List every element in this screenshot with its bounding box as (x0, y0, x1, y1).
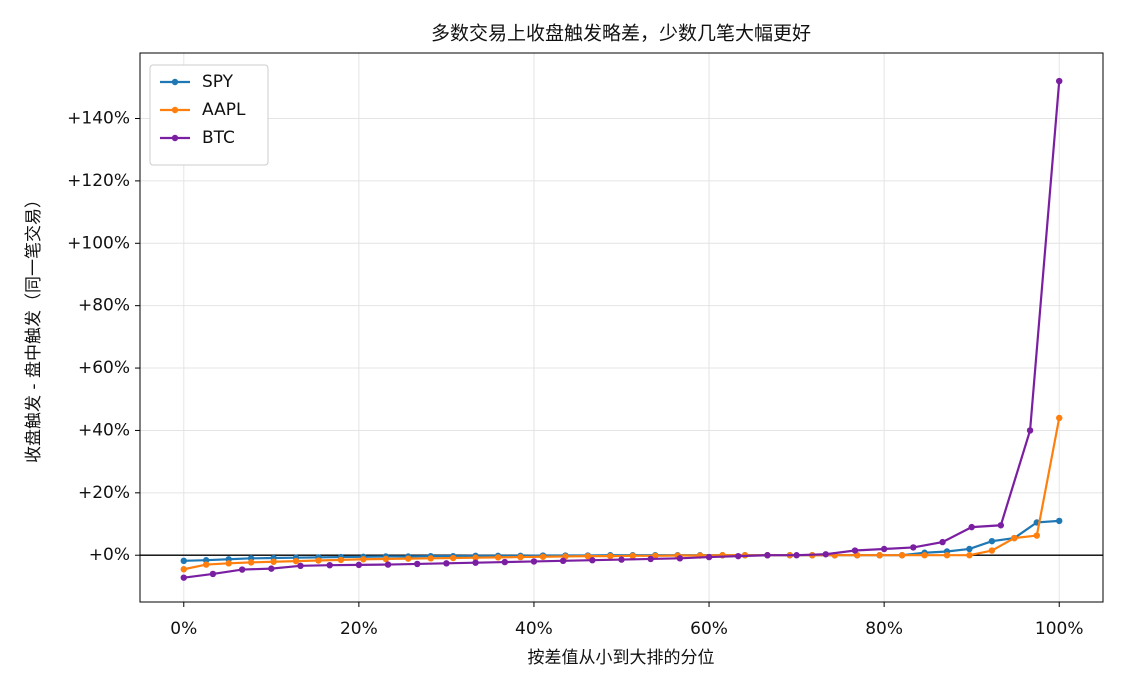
data-point (360, 556, 367, 563)
data-point (1026, 427, 1034, 434)
series-line (183, 417, 1061, 571)
data-point (1011, 534, 1018, 542)
y-tick-label: +0% (89, 545, 130, 565)
data-point (449, 554, 457, 562)
data-point (793, 552, 800, 559)
x-tick-label: 0% (170, 619, 197, 639)
data-point (652, 552, 659, 560)
data-point (472, 559, 479, 566)
data-point (939, 538, 946, 546)
legend-marker (171, 106, 179, 114)
data-point (539, 553, 547, 560)
legend-box (149, 64, 269, 166)
data-point (618, 556, 625, 563)
data-point (968, 523, 975, 531)
x-tick-label: 60% (690, 619, 728, 639)
data-point (589, 557, 596, 564)
data-point (851, 547, 859, 554)
legend-marker (171, 134, 179, 142)
y-tick-label: +60% (78, 358, 130, 378)
data-point (180, 557, 187, 565)
data-point (355, 561, 363, 569)
legend-label: SPY (202, 72, 234, 92)
data-point (966, 552, 973, 559)
data-point (382, 555, 390, 563)
data-point (584, 552, 591, 560)
data-point (494, 554, 502, 561)
data-point (405, 555, 412, 562)
data-point (517, 553, 524, 561)
plot-frame (139, 52, 1104, 603)
data-point (647, 555, 654, 563)
y-tick-label: +140% (67, 109, 130, 129)
data-point (530, 558, 538, 565)
y-tick-label: +100% (67, 233, 130, 253)
y-tick-label: +20% (78, 483, 130, 503)
data-point (607, 552, 614, 560)
data-point (337, 556, 345, 564)
legend: SPY AAPL BTC (149, 64, 269, 166)
data-point (822, 551, 829, 558)
y-tick-label: +80% (78, 296, 130, 316)
data-point (966, 545, 973, 553)
data-point (202, 561, 210, 568)
x-axis-label: 按差值从小到大排的分位 (528, 648, 715, 668)
data-point (988, 547, 996, 554)
data-point (988, 537, 996, 545)
data-point (180, 566, 187, 573)
data-point (225, 560, 232, 567)
data-point (247, 559, 255, 566)
data-point (384, 561, 392, 568)
data-point (943, 552, 951, 559)
data-point (910, 544, 917, 551)
data-point (559, 557, 567, 565)
data-point (443, 560, 450, 567)
data-point (921, 552, 928, 559)
data-point (997, 522, 1005, 529)
data-point (238, 566, 246, 573)
data-point (180, 574, 187, 581)
data-point (326, 561, 333, 569)
x-tick-label: 100% (1035, 619, 1084, 639)
data-point (472, 554, 479, 561)
x-tick-label: 40% (515, 619, 553, 639)
data-point (676, 555, 684, 562)
data-point (764, 552, 771, 559)
data-point (427, 555, 434, 562)
legend-label: BTC (202, 128, 235, 148)
data-point (297, 562, 304, 570)
data-point (292, 557, 300, 565)
y-tick-label: +40% (78, 420, 130, 440)
data-point (501, 558, 509, 566)
y-axis-label: 收盘触发 - 盘中触发（同一笔交易） (24, 191, 44, 463)
x-tick-label: 20% (340, 619, 378, 639)
chart-title: 多数交易上收盘触发略差，少数几笔大幅更好 (431, 23, 811, 45)
data-point (414, 560, 421, 568)
data-point (734, 552, 742, 560)
legend-label: AAPL (202, 100, 246, 120)
data-point (629, 552, 636, 560)
data-point (1056, 414, 1063, 422)
data-point (1056, 77, 1063, 85)
data-point (1033, 532, 1041, 539)
legend-marker (171, 78, 179, 86)
data-point (705, 553, 713, 561)
data-point (876, 552, 883, 559)
data-point (268, 565, 275, 572)
data-point (209, 570, 217, 578)
x-tick-label: 80% (865, 619, 903, 639)
data-point (880, 545, 888, 553)
data-point (270, 558, 277, 565)
y-tick-label: +120% (67, 171, 130, 191)
data-point (898, 552, 906, 559)
data-point (1056, 517, 1063, 525)
data-point (315, 557, 322, 564)
